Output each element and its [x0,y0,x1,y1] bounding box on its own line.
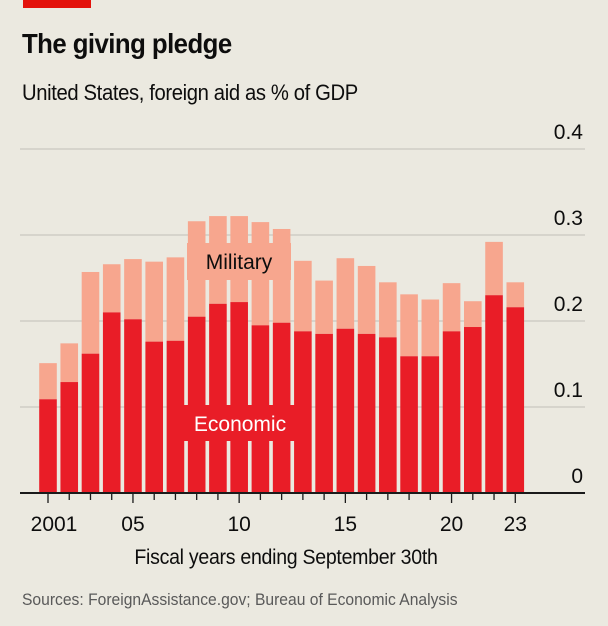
x-tick-label: 05 [121,513,144,536]
bar-military-2022 [485,241,503,296]
military-label-bg [187,243,291,280]
x-tick-label: 2001 [31,513,78,536]
bar-economic-2004 [102,312,121,493]
military-series-label: Military [206,251,273,274]
bar-military-2006 [145,261,163,342]
bar-economic-2020 [442,331,461,493]
bar-military-2007 [166,257,185,341]
x-tick-label: 15 [334,513,357,536]
bar-military-2023 [506,282,525,308]
y-tick-label: 0.4 [554,121,584,144]
bar-economic-2008 [187,316,206,493]
bar-economic-2019 [421,356,440,493]
bar-military-2005 [124,259,142,320]
bar-military-2018 [400,294,418,357]
bar-military-2001 [39,363,57,400]
bar-military-2013 [294,260,312,332]
bar-economic-2014 [315,333,333,493]
bar-military-2014 [315,280,333,334]
bar-military-2003 [81,271,100,354]
x-axis-title: Fiscal years ending September 30th [0,546,608,570]
y-tick-label: 0.2 [554,293,583,316]
bar-economic-2013 [294,331,312,493]
economic-series-label: Economic [194,413,286,436]
brand-red-tag [23,0,91,8]
bar-economic-2016 [357,333,376,493]
bar-economic-2017 [379,337,397,493]
bar-military-2021 [464,301,482,328]
bar-economic-2006 [145,341,163,493]
bar-military-2015 [336,258,355,329]
bar-military-2016 [357,265,376,334]
bar-military-2002 [60,343,79,383]
chart-title: The giving pledge [22,28,232,59]
bar-economic-2023 [506,307,525,493]
bar-economic-2003 [81,353,100,493]
bar-military-2017 [379,282,397,338]
source-note: Sources: ForeignAssistance.gov; Bureau o… [22,590,458,609]
bar-economic-2022 [485,295,503,493]
bar-military-2019 [421,299,440,357]
bar-economic-2010 [230,302,248,493]
bar-economic-2009 [209,303,227,493]
bar-military-2004 [102,264,121,313]
x-axis-title-text: Fiscal years ending September 30th [134,546,438,569]
chart-subtitle: United States, foreign aid as % of GDP [22,80,358,105]
bar-economic-2018 [400,356,418,493]
bar-economic-2002 [60,382,79,493]
x-tick-label: 10 [227,513,250,536]
y-tick-label: 0.3 [554,207,583,230]
bar-military-2020 [442,283,461,332]
stacked-bar-chart: 0 0.1 0.2 0.3 0.4 Military Economic 2001 05 10 1… [20,121,585,536]
bar-economic-2015 [336,328,355,493]
economic-label-bg [183,405,297,441]
bar-economic-2007 [166,340,185,493]
bar-economic-2005 [124,319,142,493]
bar-economic-2001 [39,399,57,493]
y-tick-label: 0.1 [554,379,583,402]
x-tick-label: 23 [504,513,527,536]
x-tick-label: 20 [440,513,463,536]
y-tick-label: 0 [571,465,583,488]
bar-economic-2021 [464,327,482,493]
